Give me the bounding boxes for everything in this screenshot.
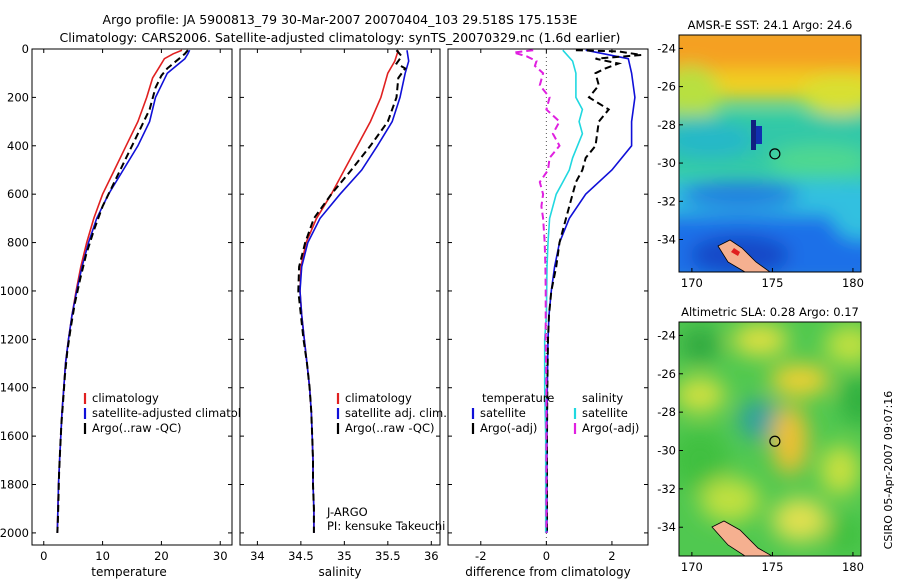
sla-ytick-label: -28 [657,405,676,419]
difference-ticks: -2 0 2 [448,48,648,563]
depth-tick-label: 800 [7,236,29,250]
sla-ytick-label: -26 [657,367,676,381]
depth-tick-label: 1400 [0,381,29,395]
temperature-series-argo-raw-qc- [56,49,189,533]
sla-land-shape [711,520,773,556]
depth-tick-label: 1200 [0,332,29,346]
temperature-ticks: 0 10 20 30 0 200 400 600 800 1000 1200 1400 1600 1800… [0,42,232,563]
salinity-panel: 34 34.5 35 35.5 36 salinity climatologysatel… [239,48,447,579]
temperature-xtick-label: 30 [213,549,228,563]
temperature-legend-entry: satellite-adjusted climatology [92,406,262,420]
sst-map-frame [678,34,862,273]
sla-argo-marker [769,435,781,447]
header-line-2: Climatology: CARS2006. Satellite-adjuste… [60,30,621,45]
pi-label: PI: kensuke Takeuchi [327,519,445,533]
header-line-1: Argo profile: JA 5900813_79 30-Mar-2007 … [103,12,578,27]
sst-argo-marker [769,148,781,160]
sla-xtick-label: 180 [842,560,864,574]
depth-tick-label: 1000 [0,284,29,298]
difference-xtick-label: 0 [543,549,550,563]
difference-series-salinity-argo-adj- [513,49,561,533]
sla-ytick-label: -32 [657,482,676,496]
sst-ytick-label: -32 [657,194,676,208]
depth-tick-label: 400 [7,139,29,153]
sla-map-panel: Altimetric SLA: 0.28 Argo: 0.17 170 1 [657,305,864,574]
difference-xtick-label: 2 [608,549,615,563]
sst-ytick-label: -24 [657,41,676,55]
depth-tick-label: 1600 [0,429,29,443]
salinity-series-satellite-adj-clim- [299,50,410,533]
salinity-legend-entry: Argo(..raw -QC) [345,421,435,435]
difference-legend-temperature-entry: satellite [480,406,526,420]
sla-ytick-label: -34 [657,520,676,534]
salinity-xlabel: salinity [318,565,361,579]
depth-tick-label: 1800 [0,478,29,492]
difference-legend-salinity-entry: satellite [582,406,628,420]
sla-ytick-label: -24 [657,328,676,342]
salinity-xtick-label: 35.5 [375,549,401,563]
difference-legend-temperature-entry: Argo(-adj) [480,421,537,435]
depth-tick-label: 600 [7,187,29,201]
sst-map-panel: AMSR-E SST: 24.1 Argo: 24.6 [657,18,864,290]
temperature-legend-entry: climatology [92,391,159,405]
sst-xtick-label: 170 [681,276,703,290]
sst-ytick-label: -34 [657,233,676,247]
sst-ticks: 170 175 180 -24 -26 -28 -30 -32 -34 [657,41,864,290]
depth-tick-label: 0 [22,42,29,56]
sla-ticks: 170 175 180 -24 -26 -28 -30 -32 -34 [657,328,864,574]
sst-land-shape [717,239,771,272]
salinity-series-argo-raw-qc- [297,49,407,533]
sla-xtick-label: 170 [681,560,703,574]
depth-tick-label: 2000 [0,526,29,540]
difference-legend-salinity-entry: Argo(-adj) [582,421,639,435]
salinity-xtick-label: 34 [250,549,265,563]
temperature-legend-entry: Argo(..raw -QC) [92,421,182,435]
sst-field [679,35,861,272]
difference-legend-temperature-title: temperature [482,391,554,405]
difference-legend-salinity-title: salinity [582,391,623,405]
difference-xtick-label: -2 [475,549,486,563]
salinity-xtick-label: 35 [337,549,352,563]
difference-legend: temperature salinitysatelliteArgo(-adj)sa… [471,391,639,435]
sla-map-title: Altimetric SLA: 0.28 Argo: 0.17 [681,305,859,319]
salinity-legend-entry: satellite adj. clim. [345,406,447,420]
temperature-panel: 0 10 20 30 0 200 400 600 800 1000 1200 1400 1600 1800… [0,42,262,579]
sst-ytick-label: -30 [657,156,676,170]
sst-ytick-label: -26 [657,80,676,94]
depth-tick-label: 200 [7,90,29,104]
salinity-xtick-label: 34.5 [288,549,314,563]
temperature-xlabel: temperature [91,565,166,579]
program-label: J-ARGO [326,505,368,519]
salinity-frame [239,48,441,546]
difference-xlabel: difference from climatology [465,565,631,579]
salinity-xtick-label: 36 [424,549,439,563]
temperature-xtick-label: 10 [95,549,110,563]
temperature-lines [56,49,191,533]
temperature-xtick-label: 20 [154,549,169,563]
salinity-ticks: 34 34.5 35 35.5 36 [240,48,440,563]
sla-map-frame [678,321,862,557]
difference-panel: -2 0 2 difference from climatology tempera… [447,48,649,579]
credit-label: CSIRO 05-Apr-2007 09:07:16 [882,391,895,550]
difference-series-temperature-argo-adj- [546,49,642,533]
sst-ytick-label: -28 [657,118,676,132]
sla-field [679,322,861,556]
temperature-xtick-label: 0 [40,549,47,563]
sla-xtick-label: 175 [761,560,783,574]
salinity-legend-entry: climatology [345,391,412,405]
sst-xtick-label: 175 [761,276,783,290]
sst-warm-patch [731,248,740,256]
salinity-lines [297,49,410,533]
difference-series-salinity-satellite [543,49,584,533]
sst-map-title: AMSR-E SST: 24.1 Argo: 24.6 [688,18,853,32]
difference-lines [513,49,642,533]
temperature-frame [31,48,233,546]
sla-ytick-label: -30 [657,444,676,458]
sst-xtick-label: 180 [842,276,864,290]
